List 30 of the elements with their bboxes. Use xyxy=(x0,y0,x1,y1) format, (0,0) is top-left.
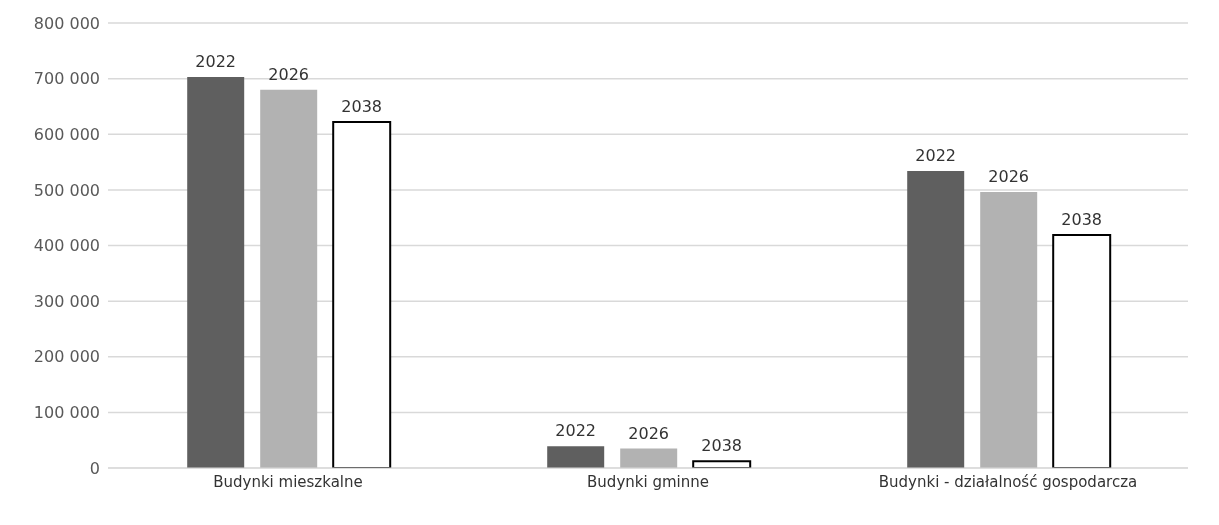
y-tick-label: 300 000 xyxy=(33,291,100,311)
x-tick-label: Budynki gminne xyxy=(587,472,709,491)
bar xyxy=(1052,233,1112,468)
bar xyxy=(187,76,245,468)
bar xyxy=(332,121,392,468)
series-label: 2022 xyxy=(195,51,237,71)
y-tick-label: 500 000 xyxy=(33,180,100,200)
y-tick-label: 800 000 xyxy=(33,13,100,33)
series-label: 2026 xyxy=(268,64,310,84)
x-tick-label: Budynki - działalność gospodarcza xyxy=(878,472,1138,491)
text: 2026 xyxy=(628,423,670,443)
x-tick-label: Budynki mieszkalne xyxy=(213,472,363,491)
text: 2038 xyxy=(1061,209,1103,229)
bar xyxy=(620,448,678,468)
y-tick-label: 0 xyxy=(89,458,100,478)
bar xyxy=(907,170,965,468)
y-tick-label: 100 000 xyxy=(33,403,100,423)
text: 2022 xyxy=(555,421,597,441)
text: 2022 xyxy=(915,145,957,165)
y-tick-label: 700 000 xyxy=(33,69,100,89)
series-label: 2038 xyxy=(341,97,383,117)
y-tick-label: 600 000 xyxy=(33,124,100,144)
bar xyxy=(547,446,605,468)
bar xyxy=(692,460,752,468)
text: 2038 xyxy=(701,436,743,456)
bar xyxy=(980,192,1038,468)
bar xyxy=(260,89,318,468)
y-tick-label: 200 000 xyxy=(33,347,100,367)
y-tick-label: 400 000 xyxy=(33,236,100,256)
text: 2026 xyxy=(988,167,1030,187)
